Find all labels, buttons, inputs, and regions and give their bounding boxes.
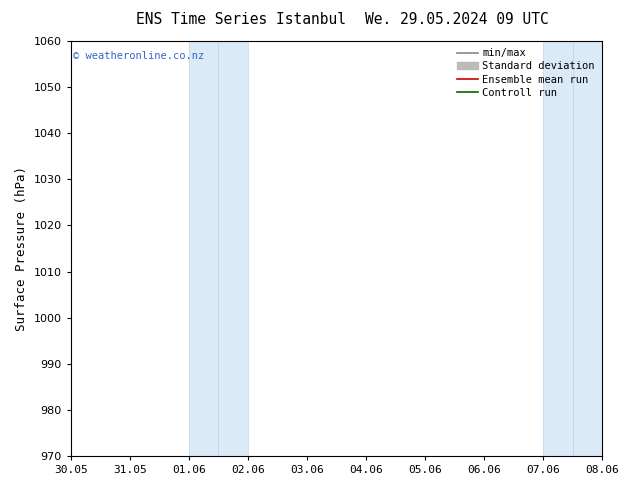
Text: We. 29.05.2024 09 UTC: We. 29.05.2024 09 UTC (365, 12, 548, 27)
Text: © weatheronline.co.nz: © weatheronline.co.nz (74, 51, 205, 61)
Y-axis label: Surface Pressure (hPa): Surface Pressure (hPa) (15, 166, 28, 331)
Bar (543, 41, 573, 456)
Bar (189, 41, 218, 456)
Bar (573, 41, 602, 456)
Bar (218, 41, 248, 456)
Legend: min/max, Standard deviation, Ensemble mean run, Controll run: min/max, Standard deviation, Ensemble me… (455, 46, 597, 100)
Text: ENS Time Series Istanbul: ENS Time Series Istanbul (136, 12, 346, 27)
